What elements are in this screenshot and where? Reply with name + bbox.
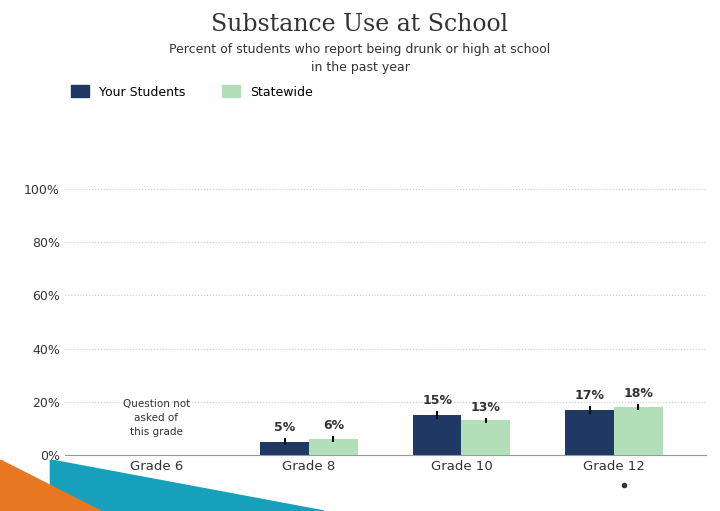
Bar xyxy=(614,407,663,455)
Text: 18%: 18% xyxy=(624,387,654,400)
Bar xyxy=(565,410,614,455)
Bar xyxy=(260,442,309,455)
Bar xyxy=(309,439,358,455)
Text: SKAGIT COUNTY: SKAGIT COUNTY xyxy=(325,472,395,481)
Bar xyxy=(413,415,462,455)
Text: Substance Use at School: Substance Use at School xyxy=(212,13,508,36)
Text: 15%: 15% xyxy=(422,394,452,407)
Bar xyxy=(462,420,510,455)
Polygon shape xyxy=(0,460,101,511)
Text: 5%: 5% xyxy=(274,421,295,433)
Polygon shape xyxy=(50,460,324,511)
Text: 17%: 17% xyxy=(575,389,605,402)
Text: 13%: 13% xyxy=(471,401,501,413)
Text: SOURCE: 2016 HEALTHY YOUTH SURVEY: SOURCE: 2016 HEALTHY YOUTH SURVEY xyxy=(271,492,449,501)
Legend: Your Students, Statewide: Your Students, Statewide xyxy=(71,85,312,99)
Text: Percent of students who report being drunk or high at school
in the past year: Percent of students who report being dru… xyxy=(169,43,551,75)
Text: Question not
asked of
this grade: Question not asked of this grade xyxy=(122,399,190,436)
Text: 6%: 6% xyxy=(323,419,344,432)
